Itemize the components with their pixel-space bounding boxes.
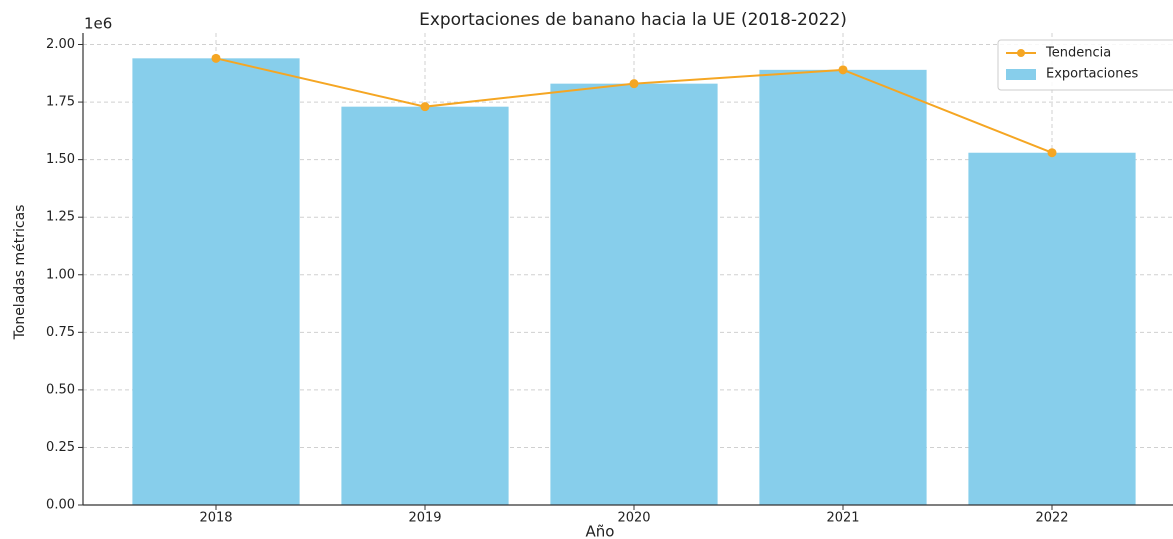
trend-point bbox=[1047, 148, 1057, 158]
x-tick-label: 2021 bbox=[826, 511, 859, 526]
trend-point bbox=[629, 79, 639, 89]
y-tick-label: 0.75 bbox=[46, 325, 75, 340]
bar bbox=[132, 58, 300, 505]
y-tick-label: 0.00 bbox=[46, 498, 75, 513]
x-tick-label: 2022 bbox=[1035, 511, 1068, 526]
bar bbox=[550, 83, 718, 505]
x-tick-label: 2020 bbox=[617, 511, 650, 526]
y-offset-label: 1e6 bbox=[84, 15, 112, 33]
y-tick-label: 1.75 bbox=[46, 95, 75, 110]
legend-marker bbox=[1017, 49, 1025, 57]
trend-point bbox=[211, 53, 221, 63]
chart-title: Exportaciones de banano hacia la UE (201… bbox=[419, 10, 847, 30]
x-axis-label: Año bbox=[586, 523, 615, 539]
y-tick-label: 1.00 bbox=[46, 267, 75, 282]
trend-point bbox=[838, 65, 848, 75]
bar bbox=[759, 69, 927, 506]
x-tick-label: 2018 bbox=[199, 511, 232, 526]
trend-point bbox=[420, 102, 430, 112]
legend-swatch bbox=[1006, 69, 1036, 80]
legend-label: Tendencia bbox=[1045, 46, 1111, 61]
legend-box bbox=[997, 39, 1173, 91]
bar bbox=[341, 106, 509, 506]
y-tick-label: 1.25 bbox=[46, 210, 75, 225]
y-axis-label: Toneladas métricas bbox=[12, 205, 28, 341]
y-tick-label: 0.25 bbox=[46, 440, 75, 455]
bar bbox=[968, 152, 1136, 506]
legend-label: Exportaciones bbox=[1046, 67, 1138, 82]
y-tick-label: 2.00 bbox=[46, 37, 75, 52]
x-tick-label: 2019 bbox=[408, 511, 441, 526]
y-tick-label: 1.50 bbox=[46, 152, 75, 167]
y-tick-label: 0.50 bbox=[46, 382, 75, 397]
